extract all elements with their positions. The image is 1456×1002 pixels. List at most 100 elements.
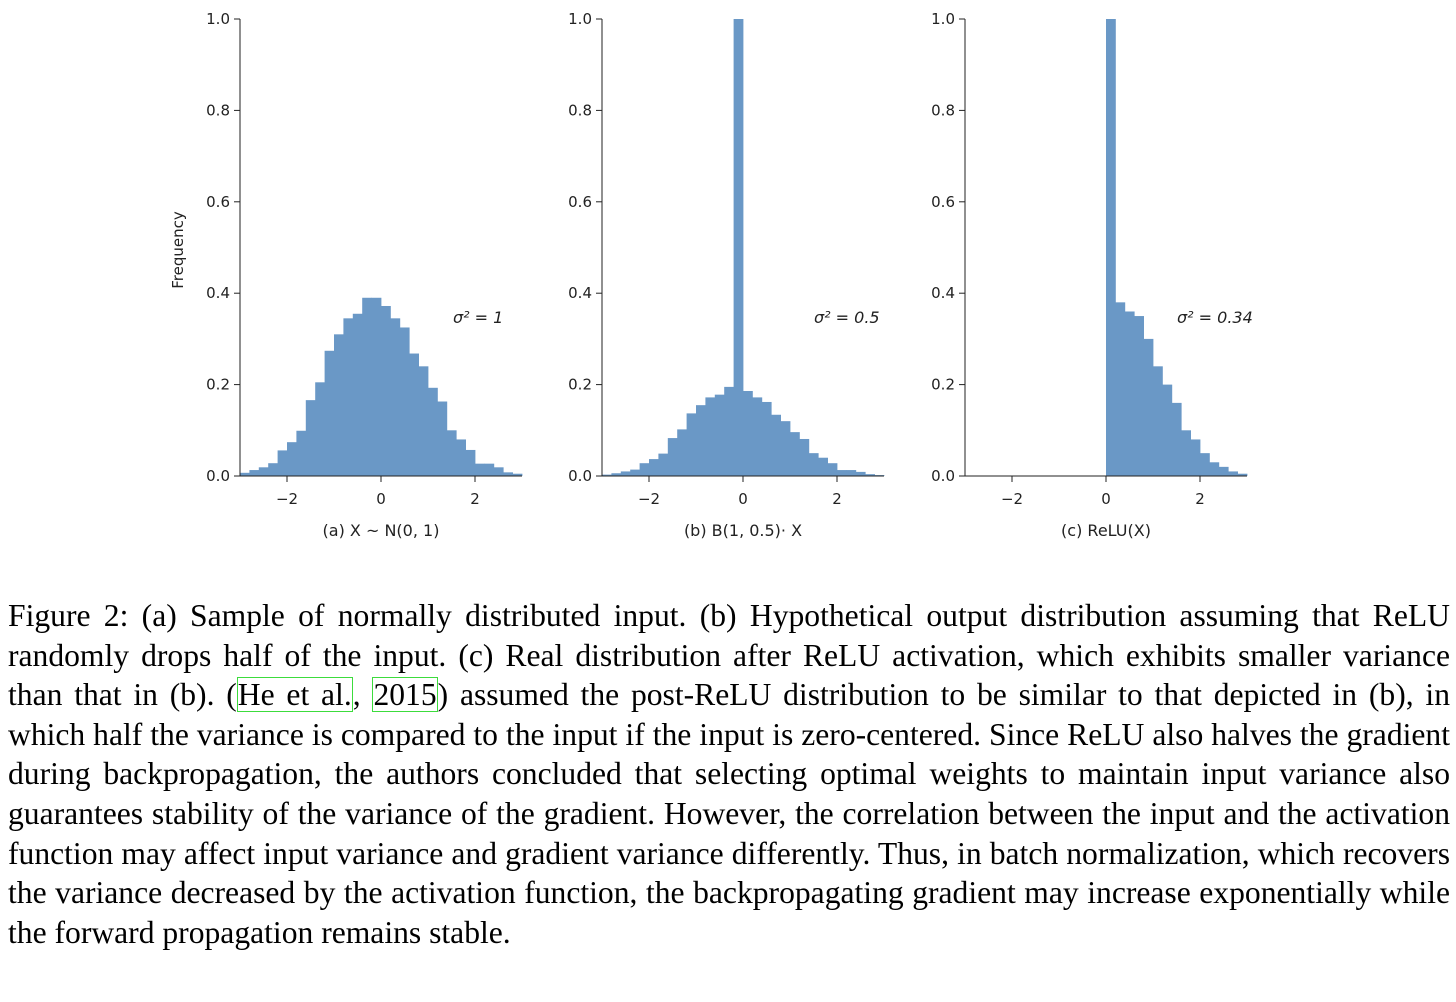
- histogram-bar: [1228, 471, 1238, 476]
- histogram-bar: [733, 19, 744, 476]
- y-tick-label: 0.2: [206, 376, 230, 394]
- histogram-bar: [428, 387, 438, 476]
- histogram-bar: [846, 470, 857, 476]
- histogram-bar: [743, 390, 753, 476]
- histogram-bar: [790, 432, 800, 476]
- histogram-bar: [714, 394, 725, 476]
- variance-annotation: σ² = 0.5: [814, 308, 880, 327]
- y-tick-label: 0.4: [931, 284, 955, 302]
- histogram-bar: [799, 438, 810, 476]
- x-tick-label: 2: [832, 490, 842, 508]
- y-tick-label: 0.2: [931, 376, 955, 394]
- histogram-bar: [827, 463, 838, 476]
- y-tick-label: 0.4: [206, 284, 230, 302]
- histogram-bar: [512, 473, 523, 476]
- histogram-bar: [258, 467, 269, 476]
- histogram-bar: [315, 382, 325, 476]
- histogram-bar: [381, 305, 391, 476]
- y-tick-label: 0.6: [568, 193, 592, 211]
- histogram-bar: [277, 450, 288, 476]
- y-tick-label: 1.0: [568, 10, 592, 28]
- histogram-bar: [503, 472, 513, 476]
- y-tick-label: 0.0: [206, 467, 230, 485]
- histogram-bar: [409, 353, 419, 476]
- histogram-bar: [1200, 453, 1210, 476]
- histogram-bar: [686, 413, 697, 476]
- histogram-bar: [696, 405, 706, 476]
- histogram-bar: [352, 313, 363, 476]
- histogram-bar: [761, 401, 772, 476]
- histogram-bar: [602, 474, 612, 476]
- histogram-bar: [1115, 302, 1126, 476]
- histogram-bar: [456, 439, 466, 476]
- figure-caption: Figure 2: (a) Sample of normally distrib…: [8, 596, 1450, 952]
- histogram-bar: [630, 469, 640, 476]
- subplot-label: (c) ReLU(X): [1061, 521, 1151, 540]
- y-tick-label: 0.2: [568, 376, 592, 394]
- histogram-bar: [475, 463, 485, 476]
- histogram-bar: [667, 438, 678, 476]
- histogram-bar: [249, 470, 260, 476]
- subplot-label: (b) B(1, 0.5)· X: [684, 521, 802, 540]
- histogram-bar: [818, 457, 828, 476]
- histogram-bar: [268, 463, 278, 476]
- histogram-bar: [1162, 384, 1173, 476]
- histogram-bar: [371, 297, 382, 476]
- x-tick-label: −2: [1001, 490, 1023, 508]
- histogram-bar: [362, 297, 372, 476]
- histogram-bar: [1153, 366, 1163, 476]
- histogram-bar: [287, 442, 297, 476]
- histogram-bar: [611, 473, 622, 476]
- histogram-bar: [677, 429, 687, 476]
- histogram-bar: [639, 463, 650, 476]
- histogram-bar: [1124, 311, 1135, 476]
- variance-annotation: σ² = 1: [453, 308, 503, 327]
- y-tick-label: 0.6: [206, 193, 230, 211]
- histogram-bar: [771, 414, 781, 476]
- histogram-bar: [780, 421, 791, 476]
- citation-year-link[interactable]: 2015: [372, 677, 438, 713]
- histogram-bar: [808, 453, 819, 476]
- y-tick-label: 0.8: [568, 101, 592, 119]
- histogram-bar: [343, 318, 354, 476]
- x-tick-label: 0: [376, 490, 386, 508]
- caption-text-start: Figure 2: (a) Sample of normally distrib…: [8, 598, 1450, 713]
- x-tick-label: 0: [1101, 490, 1111, 508]
- subplot-1: 0.0 0.2 0.4 0.6 0.8 1.0 −2 0 2 σ² = 1 (a) X ~ N(0,…: [169, 10, 523, 540]
- y-tick-label: 0.8: [931, 101, 955, 119]
- x-tick-label: −2: [276, 490, 298, 508]
- histogram-bar: [437, 401, 448, 476]
- histogram-bar: [1181, 430, 1191, 476]
- figure-2: 0.0 0.2 0.4 0.6 0.8 1.0 −2 0 2 σ² = 1 (a) X ~ N(0,…: [169, 10, 1253, 540]
- x-tick-label: 2: [470, 490, 480, 508]
- histogram-bar: [399, 327, 410, 476]
- x-tick-label: 0: [738, 490, 748, 508]
- y-tick-label: 1.0: [206, 10, 230, 28]
- histogram-bar: [649, 459, 659, 476]
- histogram-bar: [724, 386, 734, 476]
- citation-author-link[interactable]: He et al.: [236, 677, 353, 713]
- histogram-bar: [658, 453, 669, 476]
- histogram-bar: [620, 471, 631, 476]
- x-tick-label: −2: [638, 490, 660, 508]
- histogram-bar: [705, 397, 716, 476]
- x-tick-label: 2: [1195, 490, 1205, 508]
- y-tick-label: 0.8: [206, 101, 230, 119]
- subplot-2: 0.0 0.2 0.4 0.6 0.8 1.0 −2 0 2 σ² = 0.5 (b) B(1, 0…: [568, 10, 885, 540]
- caption-text-end: ) assumed the post-ReLU distribution to …: [8, 677, 1450, 950]
- histogram-bar: [1209, 462, 1220, 476]
- subplot-label: (a) X ~ N(0, 1): [323, 521, 440, 540]
- histogram-bar: [484, 463, 495, 476]
- y-tick-label: 0.0: [568, 467, 592, 485]
- y-tick-label: 0.6: [931, 193, 955, 211]
- histogram-bar: [324, 350, 335, 476]
- y-tick-label: 0.0: [931, 467, 955, 485]
- histogram-bar: [865, 474, 875, 476]
- histogram-bar: [418, 366, 429, 476]
- y-axis-label: Frequency: [169, 211, 187, 289]
- histogram-bar: [752, 397, 763, 476]
- histogram-bar: [465, 449, 476, 476]
- variance-annotation: σ² = 0.34: [1177, 308, 1253, 327]
- histogram-bar: [240, 472, 250, 476]
- histogram-bar: [390, 318, 401, 476]
